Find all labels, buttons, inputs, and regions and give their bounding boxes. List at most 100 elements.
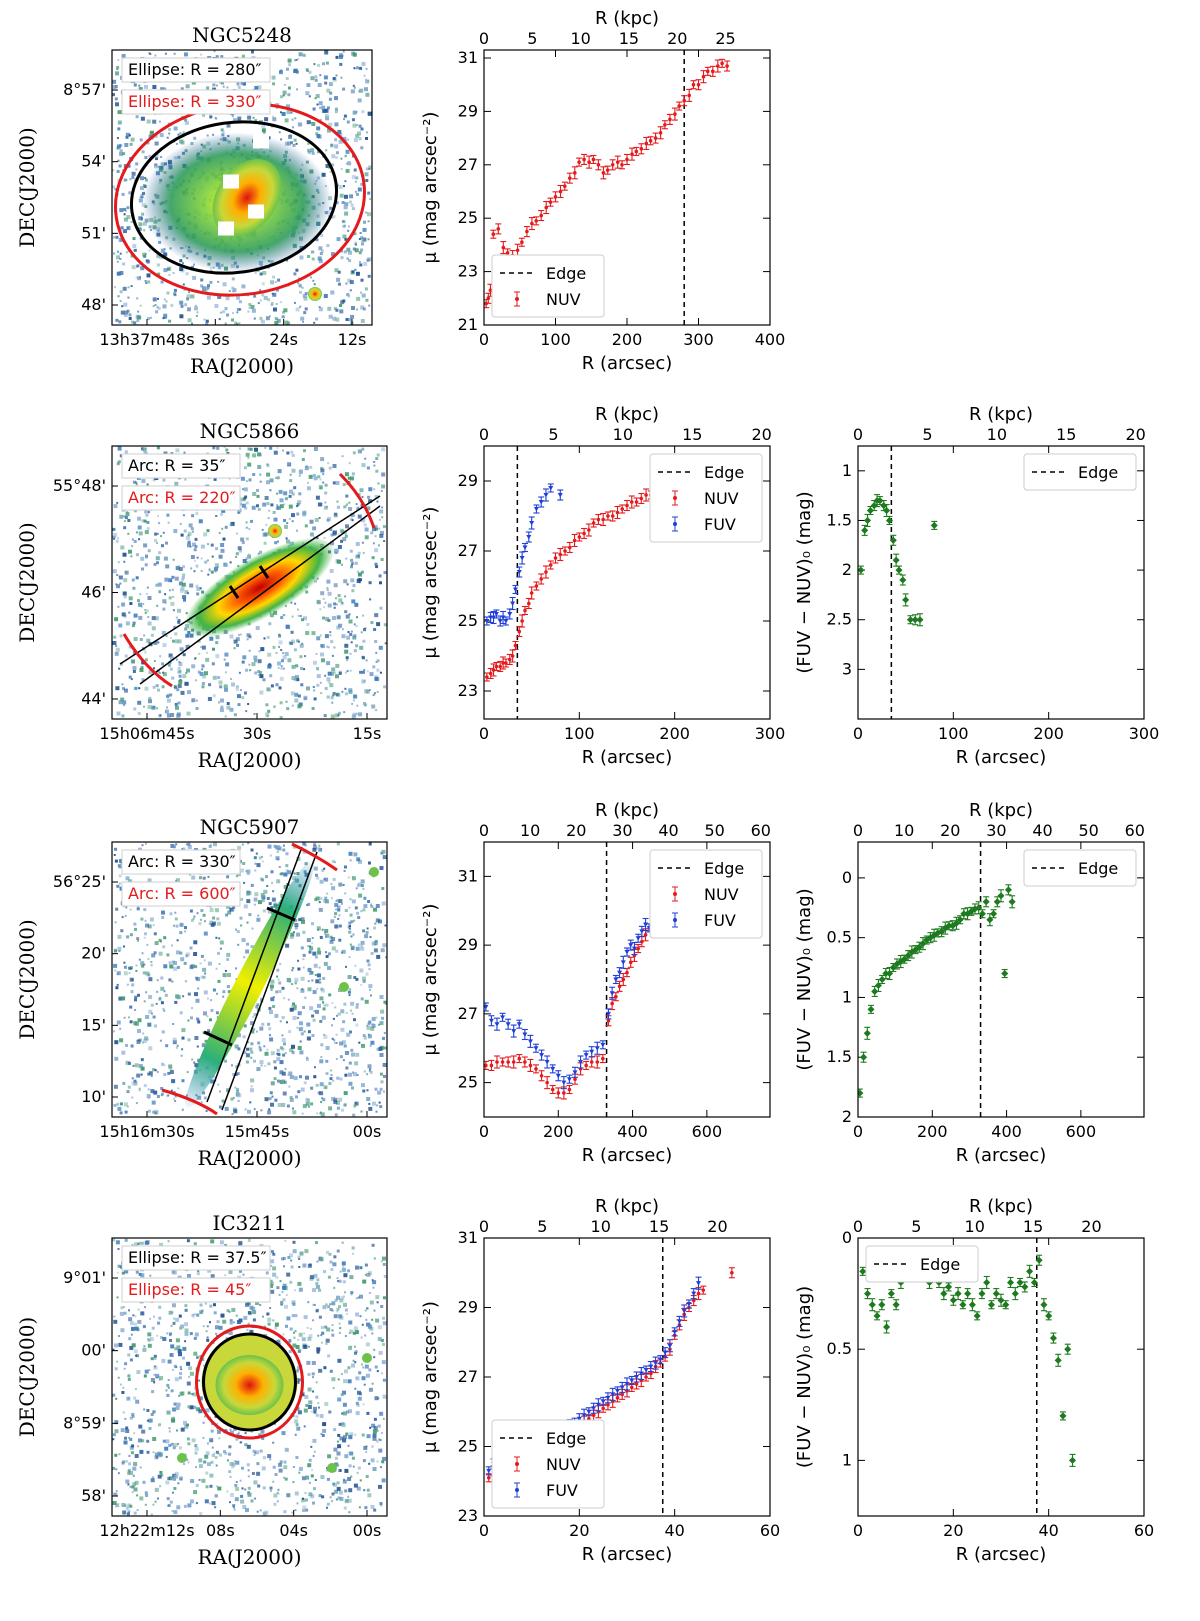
data-point [533, 1043, 539, 1053]
x-axis-label: R (arcsec) [582, 353, 673, 374]
data-point [612, 974, 619, 985]
x2-tick-label: 0 [853, 1217, 863, 1236]
data-point [493, 609, 500, 619]
x-tick-label: 0 [853, 1521, 863, 1540]
data-point [544, 1055, 551, 1069]
data-point [609, 986, 616, 1000]
data-point [510, 1024, 517, 1038]
data-point [595, 1398, 602, 1412]
y-axis-label: μ (mag arcsec⁻²) [420, 507, 441, 659]
data-point [557, 184, 564, 199]
x2-tick-label: 15 [1023, 1217, 1043, 1236]
data-point [889, 534, 897, 546]
y-tick-label: 29 [458, 935, 478, 954]
data-point [518, 237, 525, 247]
data-point [600, 166, 607, 180]
x-axis-label: R (arcsec) [956, 1145, 1047, 1166]
data-point [619, 1381, 626, 1393]
data-point [968, 1298, 976, 1312]
annotation-label: Ellipse: R = 45″ [128, 1280, 251, 1299]
x-tick-label: 600 [692, 1122, 723, 1141]
ra-tick-label: 36s [201, 330, 230, 349]
legend-label: Edge [920, 1255, 960, 1274]
data-point [600, 1396, 607, 1406]
x-tick-label: 100 [564, 724, 595, 743]
data-point [595, 159, 602, 171]
x2-tick-label: 20 [940, 821, 960, 840]
legend-label: Edge [704, 859, 744, 878]
ellipse-outer [195, 1324, 304, 1440]
image-frame [111, 49, 373, 326]
x-axis-label: R (arcsec) [956, 747, 1047, 768]
data-point [681, 95, 688, 107]
data-point [892, 1299, 900, 1311]
galaxy-disk [184, 859, 315, 1110]
dec-tick-label: 56°25' [53, 872, 106, 891]
data-point [585, 523, 592, 537]
data-point [599, 1054, 606, 1064]
y-tick-label: 29 [458, 1298, 478, 1317]
arc-inner-1 [266, 906, 296, 922]
x2-tick-label: 30 [986, 821, 1006, 840]
dec-tick-label: 51' [81, 223, 106, 242]
x-tick-label: 100 [938, 724, 969, 743]
data-point [633, 1371, 640, 1383]
data-point [583, 1050, 590, 1060]
data-point [516, 566, 523, 578]
plot-frame [483, 841, 771, 1118]
image-frame [111, 841, 388, 1118]
x2-tick-label: 60 [1125, 821, 1145, 840]
annotation-box [121, 881, 241, 907]
legend: Edge [1023, 453, 1137, 491]
data-point [510, 1055, 517, 1069]
data-point [652, 1356, 659, 1370]
data-point [562, 546, 569, 556]
x-axis-label: R (arcsec) [582, 1145, 673, 1166]
data-point [866, 505, 874, 516]
arc-outer-2 [338, 472, 376, 529]
star-source [308, 287, 322, 301]
data-point [964, 1288, 972, 1300]
legend-label: Edge [546, 1429, 586, 1448]
annotation-label: Arc: R = 220″ [128, 488, 236, 507]
data-point [690, 80, 697, 90]
legend: Edge NUV FUV [649, 849, 763, 939]
x2-tick-label: 10 [591, 1217, 611, 1236]
data-point [686, 88, 693, 102]
arc-outer-1 [122, 633, 173, 688]
dec-tick-label: 10' [81, 1087, 106, 1106]
data-point [863, 1288, 872, 1300]
x-tick-label: 0 [479, 1122, 489, 1141]
data-point [533, 1064, 539, 1074]
x-tick-label: 600 [1066, 1122, 1097, 1141]
arc-outer-1 [161, 1088, 218, 1116]
y-tick-label: 31 [458, 48, 478, 67]
data-point [861, 524, 869, 536]
ra-tick-label: 15h16m30s [99, 1122, 194, 1141]
data-point [609, 997, 616, 1011]
data-point [544, 1076, 551, 1090]
data-point [590, 1402, 597, 1414]
y-tick-label: 1 [842, 987, 852, 1006]
x2-tick-label: 0 [479, 821, 489, 840]
x2-tick-label: 5 [548, 425, 558, 444]
panel-title: NGC5907 [200, 815, 300, 839]
data-point [487, 667, 494, 680]
star-source [369, 867, 379, 877]
data-point [635, 933, 642, 943]
data-point [484, 1002, 489, 1012]
data-point [724, 60, 731, 72]
data-point [561, 181, 568, 191]
y-tick-label: 0.5 [827, 928, 852, 947]
arc-outer-2 [291, 842, 338, 872]
plot-frame [483, 49, 771, 326]
x2-tick-label: 15 [619, 29, 639, 48]
x-tick-label: 20 [943, 1521, 963, 1540]
legend-label: Edge [546, 264, 586, 283]
y-tick-label: 23 [458, 681, 478, 700]
y-tick-label: 2 [842, 560, 852, 579]
data-point [543, 200, 550, 215]
x-tick-label: 200 [543, 1122, 574, 1141]
data-point [494, 1055, 500, 1069]
